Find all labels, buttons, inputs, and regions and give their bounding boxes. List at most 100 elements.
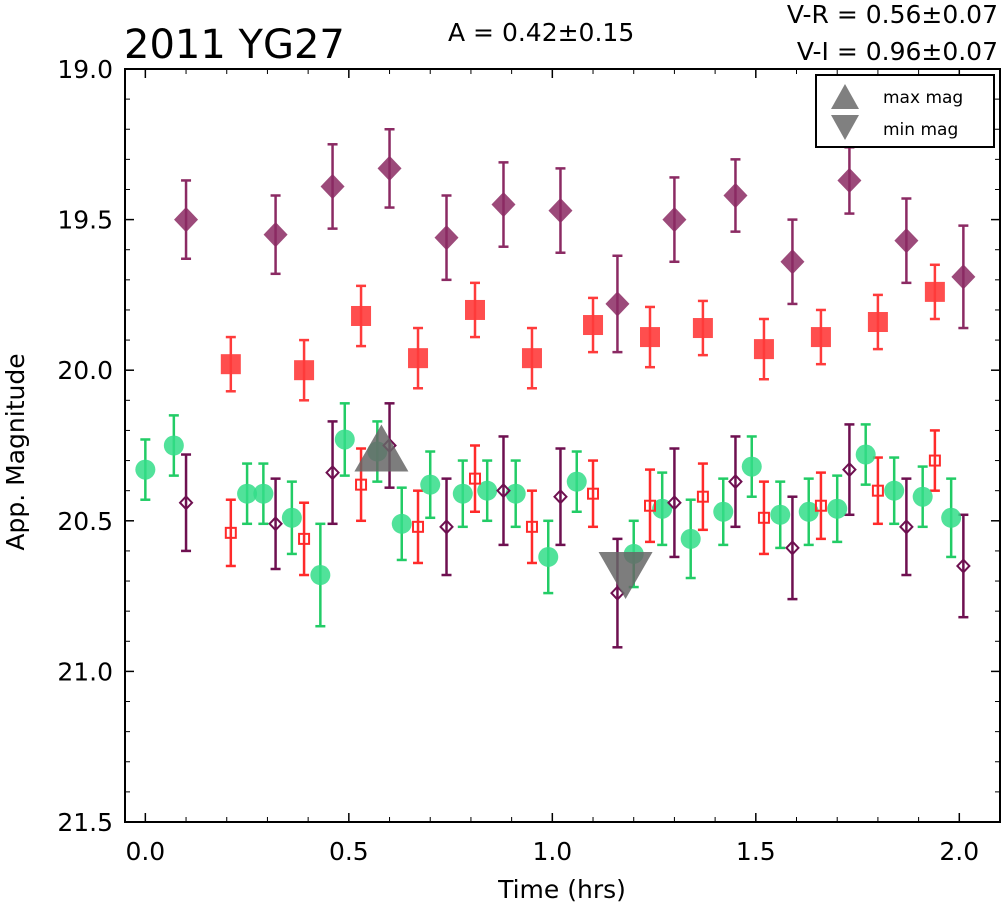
open-square-errorbar: [815, 471, 826, 541]
circle-point: [770, 504, 791, 525]
open-square-errorbar: [470, 444, 480, 514]
circle-point: [566, 471, 587, 492]
circle-point: [538, 546, 559, 567]
filled-diamond-point: [320, 173, 345, 200]
open-square-point: [696, 490, 709, 503]
legend-min-mag-marker: [831, 115, 859, 140]
v-r-annotation: V-R = 0.56±0.07: [787, 0, 998, 29]
open-square-errorbar: [758, 480, 769, 556]
circle-point: [798, 501, 819, 522]
circle-point: [391, 513, 412, 534]
filled-square-point: [294, 360, 315, 381]
circle-point: [163, 435, 184, 456]
legend-max-mag-label: max mag: [883, 88, 963, 108]
y-axis-label: App. Magnitude: [1, 353, 30, 550]
filled-diamond-point: [548, 197, 573, 224]
open-diamond-errorbar: [669, 447, 680, 559]
circle-point: [477, 480, 498, 501]
x-axis-label: Time (hrs): [497, 875, 626, 904]
open-diamond-errorbar: [730, 435, 741, 529]
max-mag-marker: [354, 424, 409, 472]
y-tick-label: 21.0: [57, 657, 113, 686]
circle-point: [941, 507, 962, 528]
y-tick-label: 20.5: [57, 507, 113, 536]
x-tick-label: 1.5: [736, 837, 776, 866]
open-diamond-point: [268, 516, 283, 532]
open-square-errorbar: [526, 489, 537, 565]
open-diamond-point: [667, 494, 682, 511]
x-tick-label: 0.0: [125, 837, 165, 866]
circle-point: [855, 444, 876, 465]
filled-square-point: [408, 348, 429, 369]
open-square-errorbar: [225, 498, 236, 568]
open-square-point: [469, 472, 481, 485]
open-diamond-errorbar: [844, 423, 855, 517]
circle-point: [652, 498, 673, 519]
filled-diamond-point: [780, 249, 805, 275]
filled-square-point: [521, 348, 542, 369]
legend-min-mag-label: min mag: [883, 120, 958, 140]
circle-point: [253, 483, 274, 504]
circle-point: [452, 483, 473, 504]
open-square-errorbar: [299, 501, 310, 577]
axes: 0.0 0.5 1.0 1.5 2.0 19.0 19.5 20.0 20.5 21.0 21.5: [57, 55, 1000, 866]
open-diamond-point: [785, 540, 800, 556]
open-diamond-errorbar: [958, 513, 969, 619]
filled-square-point: [924, 281, 945, 302]
chart-title: 2011 YG27: [124, 22, 345, 68]
filled-diamond-point: [174, 207, 199, 233]
filled-diamond-point: [951, 264, 976, 290]
open-square-point: [928, 454, 941, 467]
circle-point: [741, 456, 762, 477]
open-square-point: [298, 532, 311, 545]
open-diamond-point: [553, 488, 568, 505]
open-square-errorbar: [588, 459, 599, 529]
filled-square-point: [351, 305, 372, 326]
filled-square-point: [810, 327, 831, 348]
open-diamond-errorbar: [327, 420, 338, 526]
filled-diamond-point: [377, 155, 402, 181]
open-square-point: [355, 478, 368, 491]
circle-point: [237, 483, 258, 504]
open-square-errorbar: [872, 456, 883, 526]
amplitude-annotation: A = 0.42±0.15: [448, 18, 634, 47]
x-tick-label: 0.5: [329, 837, 369, 866]
x-tick-label: 2.0: [939, 837, 979, 866]
filled-diamond-point: [723, 182, 748, 209]
open-diamond-errorbar: [270, 477, 281, 571]
open-square-point: [757, 511, 770, 524]
filled-square-point: [753, 339, 774, 360]
open-square-point: [412, 520, 425, 533]
filled-square-point: [465, 299, 485, 320]
circle-point: [680, 528, 701, 549]
circle-point: [281, 507, 302, 528]
plot-frame: [124, 68, 1001, 823]
v-i-annotation: V-I = 0.96±0.07: [797, 37, 998, 66]
circle-point: [420, 474, 441, 495]
filled-diamond-point: [837, 167, 862, 194]
filled-diamond-point: [491, 191, 516, 218]
open-square-errorbar: [929, 429, 940, 492]
open-square-errorbar: [645, 468, 655, 544]
open-diamond-point: [899, 519, 914, 535]
open-diamond-errorbar: [181, 453, 192, 553]
open-diamond-point: [325, 464, 340, 481]
open-diamond-errorbar: [787, 495, 798, 601]
plot-marks: [135, 127, 976, 649]
legend-max-mag-marker: [831, 84, 859, 109]
y-tick-label: 19.5: [57, 206, 113, 235]
x-tick-label: 1.0: [532, 837, 572, 866]
open-diamond-errorbar: [498, 435, 509, 547]
open-diamond-point: [728, 473, 743, 490]
open-square-point: [644, 499, 656, 512]
circle-point: [310, 565, 331, 586]
open-diamond-point: [178, 494, 194, 511]
circle-point: [334, 429, 355, 450]
filled-square-point: [692, 318, 713, 339]
open-diamond-errorbar: [901, 477, 912, 577]
circle-point: [827, 498, 848, 519]
filled-diamond-point: [662, 207, 687, 233]
circle-point: [884, 480, 905, 501]
y-tick-label: 19.0: [57, 55, 113, 84]
